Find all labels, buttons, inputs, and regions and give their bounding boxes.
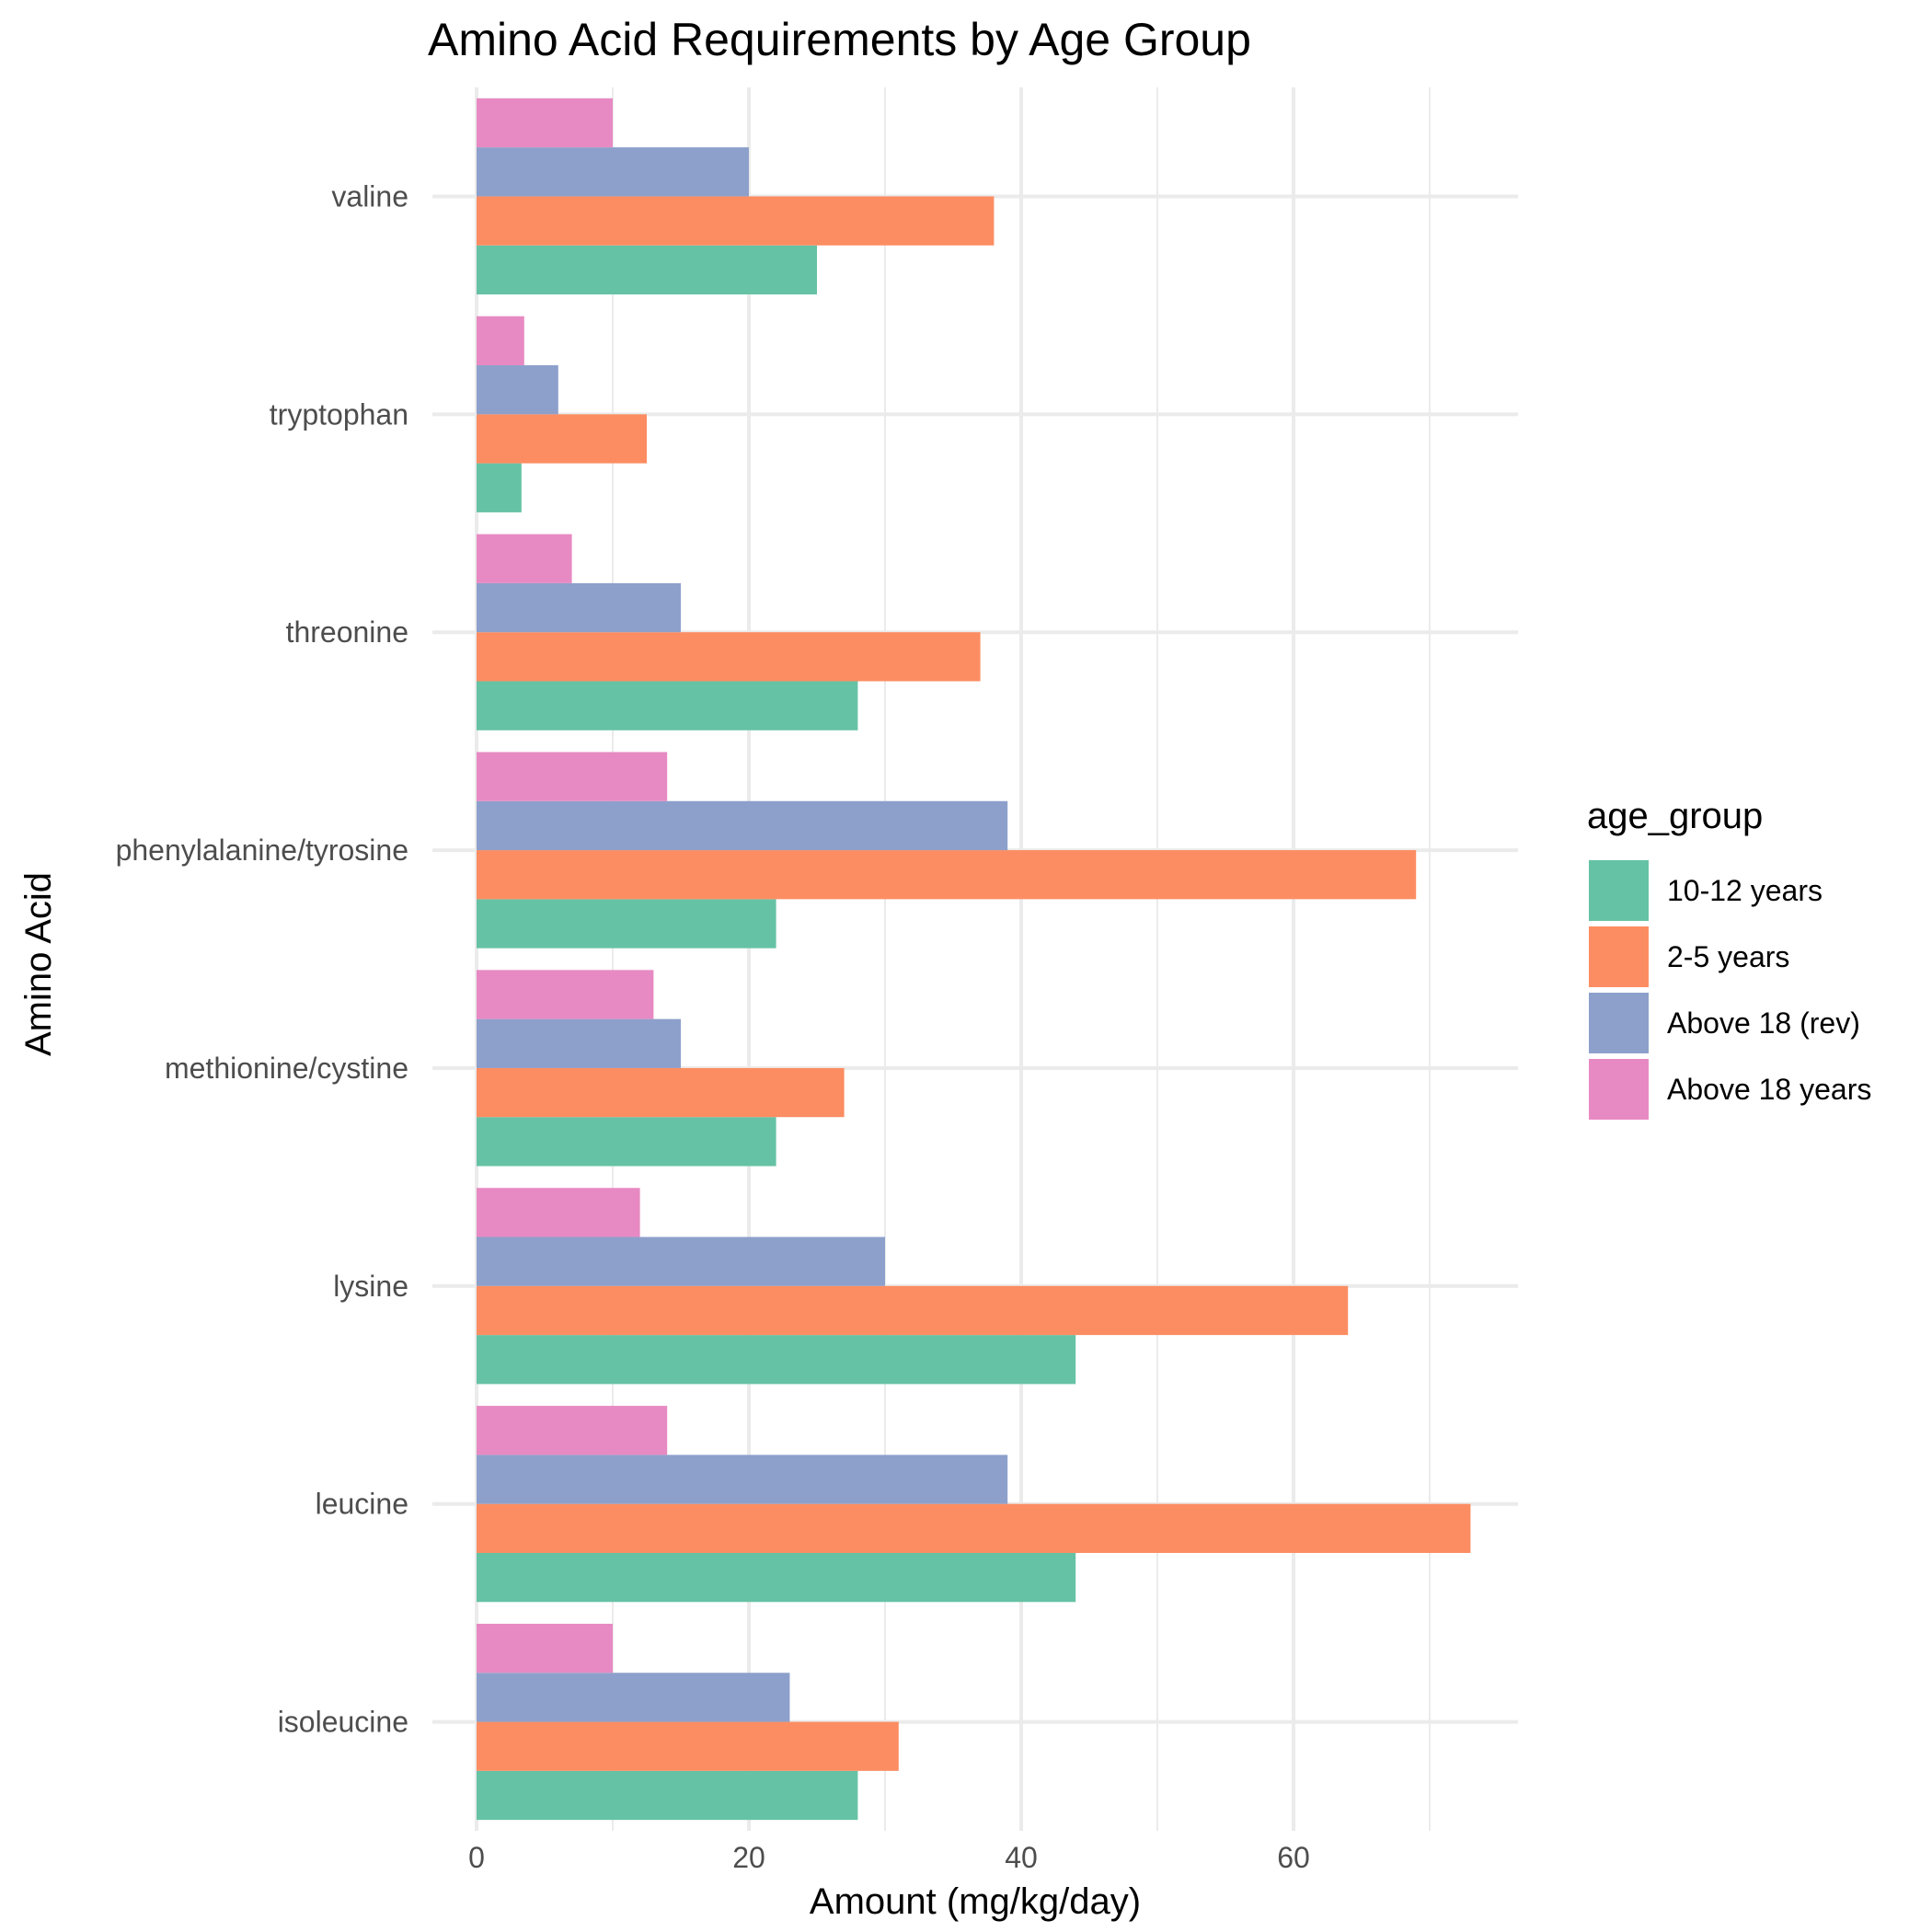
legend: 10-12 years 2-5 years Above 18 (rev) Above … [1589, 860, 1871, 1120]
bar-lysine-series-2 [477, 1236, 885, 1286]
y-axis-title: Amino Acid [18, 872, 59, 1056]
legend-label-1: 2-5 years [1667, 940, 1789, 973]
legend-key-1 [1589, 926, 1649, 987]
y-tick-label-0: isoleucine [278, 1706, 408, 1739]
y-tick-label-7: valine [331, 179, 408, 213]
y-tick-label-2: lysine [333, 1270, 408, 1303]
bar-methionine-cystine-series-1 [477, 1067, 845, 1118]
bar-lysine-series-3 [477, 1188, 640, 1237]
bar-phenylalanine-tyrosine-series-0 [477, 899, 776, 949]
x-axis-ticks: 0 20 40 60 [468, 1841, 1310, 1874]
bar-phenylalanine-tyrosine-series-3 [477, 752, 668, 801]
legend-key-3 [1589, 1059, 1649, 1120]
bar-leucine-series-2 [477, 1455, 1008, 1504]
bar-leucine-series-0 [477, 1552, 1076, 1603]
bar-lysine-series-1 [477, 1285, 1349, 1336]
y-tick-label-6: tryptophan [270, 397, 408, 431]
bar-threonine-series-3 [477, 534, 572, 583]
bar-tryptophan-series-1 [477, 414, 647, 464]
x-tick-label-3: 60 [1277, 1841, 1310, 1874]
y-tick-label-3: methionine/cystine [165, 1052, 408, 1085]
chart-title: Amino Acid Requirements by Age Group [428, 14, 1251, 65]
legend-label-0: 10-12 years [1667, 874, 1823, 907]
bars-group [477, 98, 1471, 1821]
y-axis-ticks: isoleucine leucine lysine methionine/cystin… [116, 179, 408, 1738]
bar-valine-series-0 [477, 245, 817, 295]
x-tick-label-0: 0 [468, 1841, 485, 1874]
x-tick-label-2: 40 [1005, 1841, 1038, 1874]
y-tick-label-1: leucine [316, 1488, 408, 1521]
bar-isoleucine-series-3 [477, 1623, 613, 1673]
x-axis-title: Amount (mg/kg/day) [810, 1881, 1141, 1922]
bar-tryptophan-series-0 [477, 463, 522, 512]
bar-methionine-cystine-series-2 [477, 1018, 681, 1068]
bar-valine-series-3 [477, 98, 613, 148]
x-tick-label-1: 20 [732, 1841, 765, 1874]
legend-label-2: Above 18 (rev) [1667, 1006, 1860, 1040]
legend-label-3: Above 18 years [1667, 1073, 1871, 1106]
bar-leucine-series-1 [477, 1503, 1471, 1553]
legend-key-2 [1589, 993, 1649, 1053]
bar-methionine-cystine-series-3 [477, 970, 654, 1019]
bar-isoleucine-series-2 [477, 1673, 790, 1722]
legend-title: age_group [1587, 796, 1763, 836]
bar-threonine-series-1 [477, 632, 981, 682]
bar-methionine-cystine-series-0 [477, 1117, 776, 1167]
bar-threonine-series-0 [477, 681, 858, 730]
bar-phenylalanine-tyrosine-series-2 [477, 800, 1008, 851]
bar-valine-series-1 [477, 196, 995, 246]
bar-tryptophan-series-3 [477, 316, 524, 366]
y-tick-label-5: threonine [286, 615, 408, 649]
bar-lysine-series-0 [477, 1335, 1076, 1385]
bar-isoleucine-series-0 [477, 1770, 858, 1821]
legend-key-0 [1589, 860, 1649, 921]
bar-tryptophan-series-2 [477, 365, 558, 415]
y-tick-label-4: phenylalanine/tyrosine [116, 834, 408, 867]
bar-isoleucine-series-1 [477, 1721, 899, 1771]
bar-valine-series-2 [477, 147, 749, 197]
bar-phenylalanine-tyrosine-series-1 [477, 850, 1417, 900]
bar-leucine-series-3 [477, 1406, 668, 1455]
bar-threonine-series-2 [477, 582, 681, 633]
